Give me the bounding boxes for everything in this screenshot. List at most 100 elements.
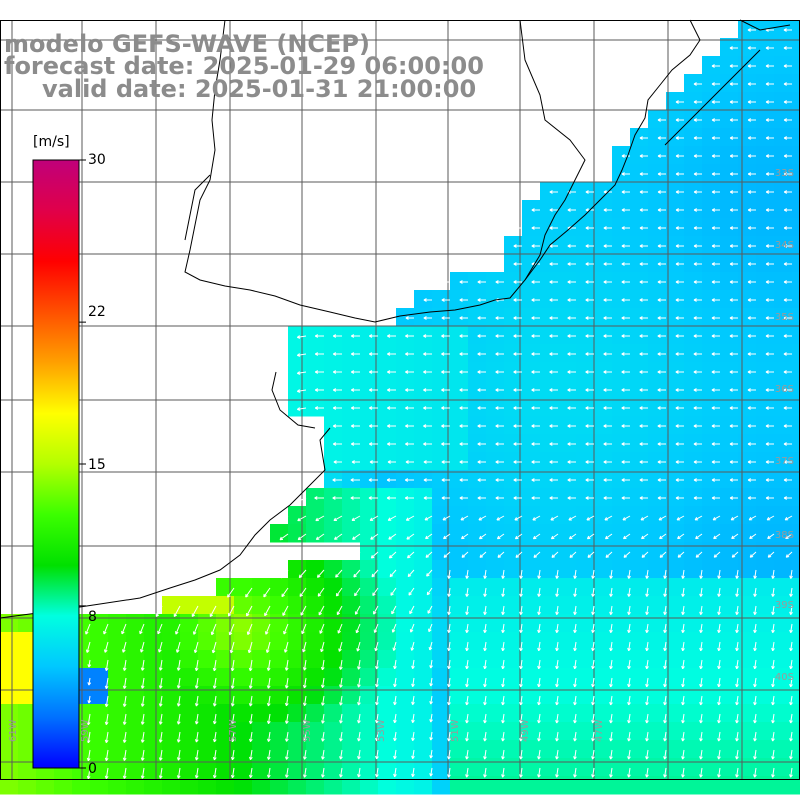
wind-arrow [747,280,756,284]
field-cell [666,434,685,453]
wind-arrow [675,226,684,230]
field-cell [432,758,451,777]
wind-arrow [663,641,667,652]
wind-arrow [753,749,757,760]
field-cell [738,200,757,219]
field-cell [522,632,541,651]
field-cell [198,704,217,723]
field-cell [504,362,523,381]
wind-arrow [158,713,163,725]
field-cell [594,290,613,309]
field-cell [792,776,800,795]
field-cell [612,326,631,345]
field-cell [630,272,649,291]
wind-arrow [765,136,774,140]
wind-arrow [387,460,396,464]
wind-arrow [783,388,792,392]
field-cell [198,614,217,633]
field-cell [378,362,397,381]
wind-arrow [501,569,505,579]
field-cell [540,416,559,435]
wind-arrow [783,280,792,284]
field-cell [666,668,685,687]
field-cell [756,488,775,507]
wind-arrow [176,659,181,671]
wind-arrow [675,496,684,500]
wind-arrow [537,623,541,634]
wind-arrow [280,569,289,579]
field-cell [630,578,649,597]
wind-arrow [717,605,721,615]
wind-arrow [351,460,360,464]
field-cell [378,344,397,363]
field-cell [720,74,739,93]
wind-arrow [567,496,576,500]
field-cell [180,722,199,741]
wind-arrow [483,569,487,579]
wind-arrow [429,713,433,723]
wind-arrow [747,118,756,122]
field-cell [792,398,800,417]
wind-arrow [513,388,522,392]
field-cell [486,776,505,795]
field-cell [396,308,415,327]
wind-arrow [447,569,451,579]
field-cell [558,650,577,669]
field-cell [252,632,271,651]
field-cell [684,200,703,219]
field-cell [738,344,757,363]
wind-arrow [747,388,756,392]
field-cell [666,362,685,381]
field-cell [612,452,631,471]
wind-arrow [303,713,307,724]
field-cell [684,92,703,111]
wind-arrow [765,280,774,284]
wind-arrow [645,569,649,579]
wind-arrow [321,713,325,724]
wind-arrow [429,659,433,669]
field-cell [378,524,397,543]
field-cell [576,488,595,507]
wind-arrow [699,695,703,706]
wind-arrow [409,623,415,633]
field-cell [450,398,469,417]
field-cell [360,488,379,507]
field-cell [576,326,595,345]
wind-arrow [783,316,792,320]
field-cell [342,632,361,651]
wind-arrow [771,767,775,778]
field-cell [504,416,523,435]
wind-arrow [729,298,738,302]
field-cell [432,560,451,579]
field-cell [738,758,757,777]
field-cell [630,668,649,687]
wind-arrow [609,767,613,778]
field-cell [324,578,343,597]
field-cell [18,668,37,687]
field-cell [576,452,595,471]
field-cell [540,290,559,309]
field-cell [540,758,559,777]
wind-arrow [501,713,505,724]
field-cell [306,776,325,795]
wind-arrow [771,623,775,634]
field-cell [504,578,523,597]
wind-arrow [771,749,775,760]
wind-arrow [483,731,487,742]
wind-arrow [459,280,468,284]
wind-arrow [765,298,774,302]
field-cell [720,272,739,291]
wind-arrow [230,695,235,707]
field-cell [594,542,613,561]
field-cell [450,668,469,687]
wind-arrow [519,731,523,742]
field-cell [450,272,469,291]
field-cell [702,398,721,417]
wind-arrow [765,460,774,464]
field-cell [486,614,505,633]
wind-arrow [140,677,145,689]
wind-arrow [465,623,469,634]
field-cell [324,524,343,543]
wind-arrow [729,226,738,230]
